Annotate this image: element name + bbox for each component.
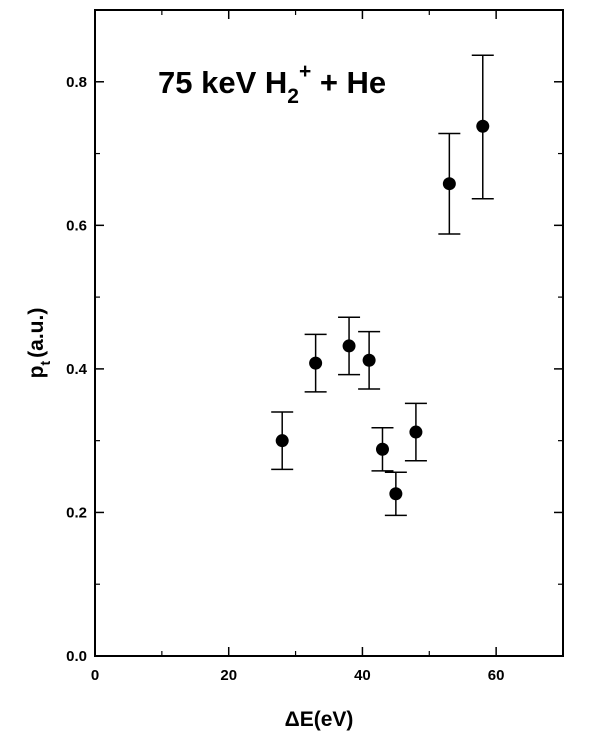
- plot-frame: [94, 9, 564, 657]
- chart-title-suffix: + He: [311, 65, 386, 100]
- data-point: [375, 442, 389, 456]
- data-point: [476, 119, 490, 133]
- x-tick-label: 40: [354, 667, 371, 684]
- x-tick-label: 20: [220, 667, 237, 684]
- x-tick-label: 60: [488, 667, 505, 684]
- data-marks: [271, 54, 494, 517]
- data-point: [442, 177, 456, 191]
- y-axis-title-main: p: [25, 366, 48, 379]
- x-tick-label: 0: [91, 667, 99, 684]
- chart-title-prefix: 75 keV H: [158, 65, 287, 100]
- y-axis-title: pt (a.u.): [25, 308, 53, 379]
- x-axis-title: ΔE(eV): [285, 708, 354, 731]
- data-point: [409, 425, 423, 439]
- data-point: [309, 356, 323, 370]
- y-tick-label: 0.0: [66, 648, 87, 665]
- chart-title: 75 keV H2+ + He: [158, 60, 386, 108]
- data-point: [389, 487, 403, 501]
- y-tick-label: 0.6: [66, 217, 87, 234]
- chart-title-superscript: +: [299, 60, 311, 83]
- y-tick-label: 0.8: [66, 74, 87, 91]
- axis-ticks: 0 20 40 60 0.0 0.2 0.4 0.6 0.8: [66, 9, 563, 684]
- data-point: [362, 353, 376, 367]
- data-point: [275, 434, 289, 448]
- y-axis-title-subscript: t: [37, 361, 53, 366]
- y-tick-label: 0.4: [66, 361, 88, 378]
- y-tick-label: 0.2: [66, 504, 87, 521]
- chart-title-subscript: 2: [287, 85, 299, 108]
- data-point: [342, 339, 356, 353]
- y-axis-title-units: (a.u.): [25, 308, 48, 358]
